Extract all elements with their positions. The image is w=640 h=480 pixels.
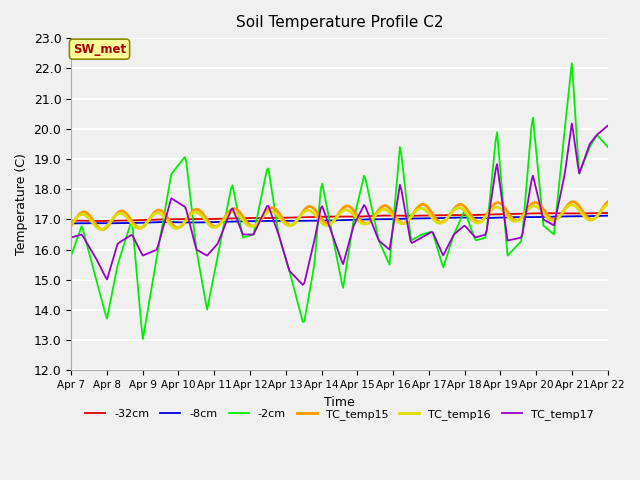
TC_temp15 (570, 199, 577, 204)
TC_temp15 (246, 223, 254, 228)
-32cm (575, 211, 583, 216)
-8cm (254, 218, 262, 224)
TC_temp16 (575, 207, 583, 213)
TC_temp16 (246, 224, 254, 229)
TC_temp16 (67, 221, 75, 227)
X-axis label: Time: Time (324, 396, 355, 408)
-32cm (246, 215, 254, 221)
TC_temp16 (255, 218, 263, 224)
Line: TC_temp16: TC_temp16 (71, 204, 608, 229)
TC_temp15 (99, 227, 106, 232)
-32cm (228, 216, 236, 221)
-2cm (303, 302, 311, 308)
Line: -8cm: -8cm (71, 216, 608, 223)
TC_temp15 (604, 199, 612, 205)
-8cm (574, 214, 582, 219)
-32cm (134, 217, 142, 223)
TC_temp15 (134, 225, 142, 230)
TC_temp17 (577, 167, 584, 172)
-2cm (568, 60, 575, 66)
TC_temp15 (228, 206, 236, 212)
-8cm (604, 213, 612, 218)
TC_temp17 (133, 241, 141, 247)
TC_temp16 (604, 202, 612, 207)
TC_temp15 (67, 223, 75, 228)
Text: SW_met: SW_met (73, 43, 126, 56)
TC_temp16 (134, 226, 142, 231)
TC_temp17 (227, 207, 235, 213)
TC_temp17 (299, 282, 307, 288)
-32cm (303, 214, 311, 220)
TC_temp17 (245, 231, 253, 237)
-2cm (246, 232, 254, 238)
TC_temp15 (303, 204, 311, 210)
TC_temp17 (303, 268, 311, 274)
Line: TC_temp15: TC_temp15 (71, 202, 608, 229)
Legend: -32cm, -8cm, -2cm, TC_temp15, TC_temp16, TC_temp17: -32cm, -8cm, -2cm, TC_temp15, TC_temp16,… (81, 405, 598, 425)
-2cm (133, 272, 141, 278)
-8cm (245, 218, 253, 224)
-8cm (133, 220, 141, 226)
TC_temp16 (97, 227, 105, 232)
-2cm (228, 182, 236, 188)
TC_temp17 (604, 123, 612, 129)
Line: TC_temp17: TC_temp17 (71, 123, 608, 285)
Title: Soil Temperature Profile C2: Soil Temperature Profile C2 (236, 15, 443, 30)
-2cm (604, 144, 612, 150)
-32cm (255, 215, 263, 221)
Line: -2cm: -2cm (71, 63, 608, 339)
TC_temp17 (67, 235, 75, 240)
-32cm (67, 217, 75, 223)
TC_temp16 (228, 209, 236, 215)
Line: -32cm: -32cm (71, 213, 608, 221)
-2cm (67, 253, 75, 259)
TC_temp17 (568, 120, 575, 126)
TC_temp17 (254, 222, 262, 228)
Y-axis label: Temperature (C): Temperature (C) (15, 153, 28, 255)
-32cm (604, 210, 612, 216)
-32cm (93, 218, 100, 224)
-2cm (577, 167, 584, 173)
TC_temp16 (303, 207, 311, 213)
-8cm (302, 218, 310, 224)
TC_temp15 (577, 205, 584, 211)
-2cm (139, 336, 147, 342)
-8cm (67, 220, 75, 226)
-2cm (255, 203, 263, 209)
-8cm (227, 219, 235, 225)
TC_temp15 (255, 218, 263, 224)
